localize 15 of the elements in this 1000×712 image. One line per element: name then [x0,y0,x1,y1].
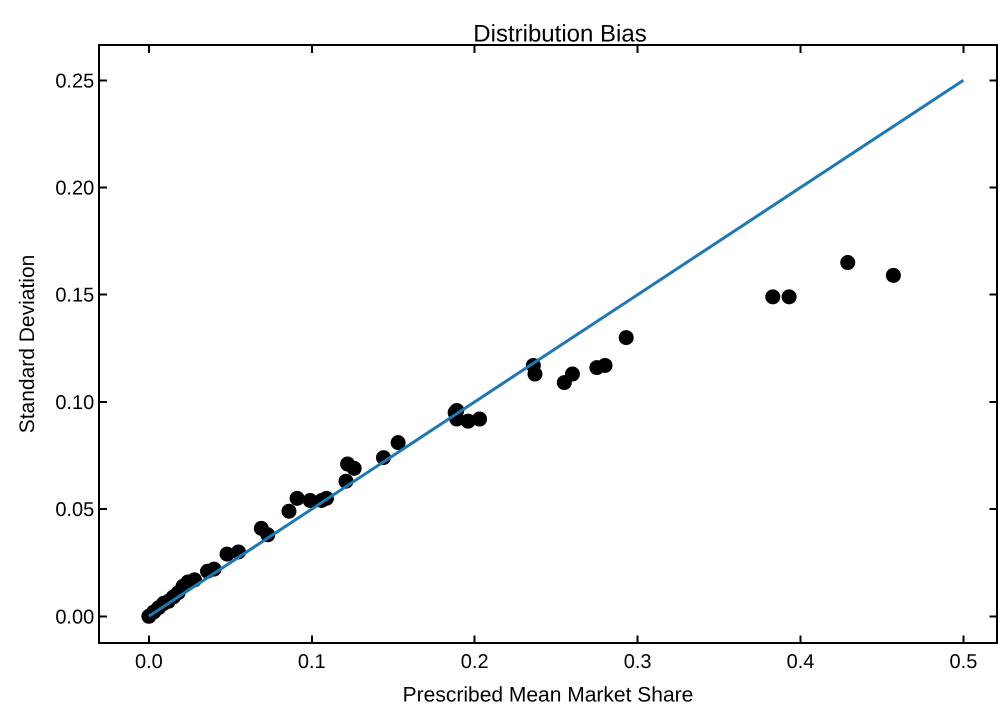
y-tick-label: 0.05 [55,499,94,522]
y-tick-label: 0.25 [55,70,94,92]
x-tick-label: 0.4 [786,650,814,673]
x-tick-label: 0.5 [950,650,978,673]
chart-title: Distribution Bias [473,20,647,48]
x-tick-label: 0.3 [624,650,652,673]
x-tick-label: 0.2 [460,650,489,673]
x-tick-label: 0.0 [134,650,163,673]
y-tick-label: 0.20 [55,178,94,200]
y-tick-label: 0.15 [55,284,94,307]
y-axis-title: Standard Deviation [16,254,39,434]
x-axis-title: Prescribed Mean Market Share [402,683,694,706]
y-tick-label: 0.10 [55,392,94,414]
x-tick-label: 0.1 [298,650,326,673]
y-tick-label: 0.00 [55,606,94,628]
